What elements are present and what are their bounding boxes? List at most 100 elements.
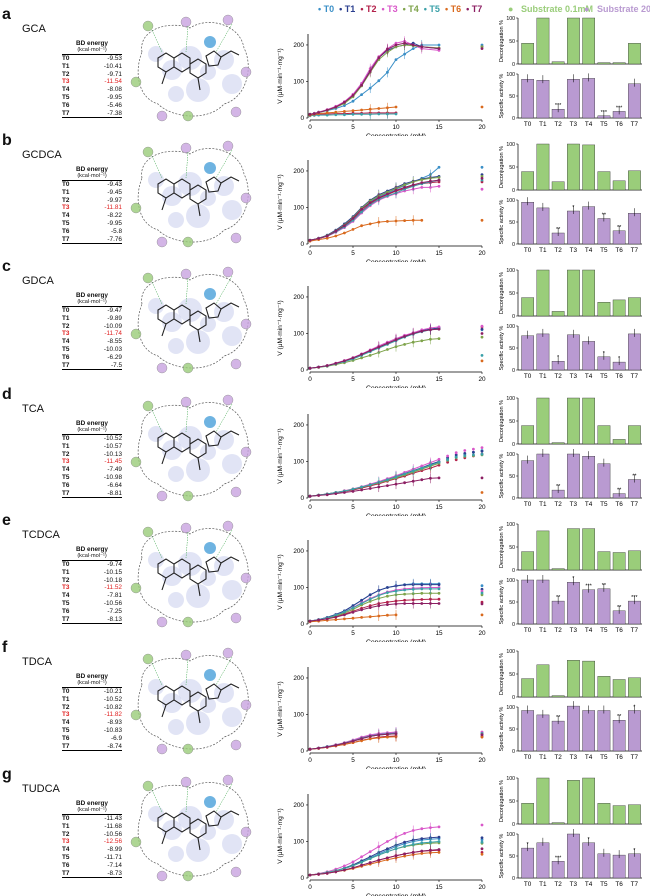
bd-row-value: -10.41 xyxy=(103,62,122,70)
hydrophobic-contact xyxy=(148,426,164,442)
x-tick-label: 20 xyxy=(478,504,486,511)
spec-bar-t6 xyxy=(612,854,626,879)
residue-bubble xyxy=(142,20,154,32)
x-tick-label: 10 xyxy=(392,504,400,511)
spec-y-axis-label: Specific activity % xyxy=(499,74,505,119)
data-point-t7 xyxy=(368,861,372,865)
x-tick-label: 20 xyxy=(478,757,486,764)
residue-bubble xyxy=(230,106,242,118)
data-point-t5 xyxy=(368,597,372,601)
spec-bar-t4 xyxy=(582,206,596,245)
legend-item-t1: • T1 xyxy=(339,4,356,14)
hydrophobic-contact xyxy=(200,824,216,840)
compound-name: TCA xyxy=(22,403,44,415)
data-point-t5 xyxy=(351,864,355,867)
hydrophobic-contact xyxy=(222,580,242,600)
y-tick-label: 100 xyxy=(293,838,304,845)
bd-row-value: -9.53 xyxy=(107,55,122,62)
series-line-t4 xyxy=(309,842,440,876)
bd-row-value: -11.74 xyxy=(104,330,122,338)
bd-row-value: -7.25 xyxy=(107,607,122,615)
bar-category-label: T4 xyxy=(585,373,593,380)
spec-bar-t0 xyxy=(521,79,535,119)
series-legend: • T0 • T1 • T2 • T3 • T4 • T5 • T6 • T7 xyxy=(318,4,487,14)
hbond-lines xyxy=(151,529,233,559)
data-point-t0 xyxy=(480,584,484,588)
data-point-t7 xyxy=(308,494,312,498)
hydrophobic-contact xyxy=(168,719,184,735)
bar-category-label: T6 xyxy=(615,501,623,508)
bd-row-label: T2 xyxy=(62,830,70,838)
data-point-t2 xyxy=(420,598,424,601)
bd-row-t3: T3 -11.81 xyxy=(62,204,122,212)
y-tick-label: 100 xyxy=(293,204,304,211)
bd-row-label: T5 xyxy=(62,473,70,481)
bd-row-value: -5.46 xyxy=(107,101,122,109)
bd-row-label: T1 xyxy=(62,62,70,70)
data-point-t5 xyxy=(403,844,406,848)
data-point-t7 xyxy=(386,484,389,487)
bd-table-rule xyxy=(62,243,122,245)
legend-substrate-high: ● Substrate 20mM xyxy=(584,4,650,14)
bd-row-label: T5 xyxy=(62,726,70,734)
y-axis-label: V (μM·min⁻¹·mg⁻¹) xyxy=(277,808,284,863)
decon-bar-t3 xyxy=(567,17,580,65)
bar-category-label: T0 xyxy=(524,754,532,761)
series-line-t2 xyxy=(309,181,440,241)
bd-row-t0: T0 -9.47 xyxy=(62,307,122,315)
spec-y-tick-label: 100 xyxy=(506,198,515,204)
bar-category-label: T2 xyxy=(554,881,562,888)
data-point-t7 xyxy=(317,494,320,497)
ligand-skeleton xyxy=(157,50,222,79)
data-point-t7 xyxy=(308,873,312,877)
spec-bar-t3 xyxy=(567,833,580,879)
data-point-t4 xyxy=(360,356,363,360)
data-point-t3 xyxy=(386,840,389,843)
residue-bubble xyxy=(156,362,168,374)
bd-row-t1: T1 -10.57 xyxy=(62,443,122,451)
hydrophobic-contact xyxy=(168,86,184,102)
spec-y-tick-label: 100 xyxy=(506,578,515,584)
data-point-t3 xyxy=(420,464,424,468)
decon-bar-t5 xyxy=(597,302,611,317)
bd-row-label: T1 xyxy=(62,314,70,322)
residue-bubble xyxy=(130,836,142,848)
series-line-t1 xyxy=(309,175,440,241)
data-point-t7 xyxy=(343,491,346,494)
spec-significance: ** xyxy=(617,225,622,231)
ligand-skeleton xyxy=(157,430,222,459)
y-tick-label: 200 xyxy=(293,675,304,682)
spec-bar-t0 xyxy=(521,460,535,499)
data-point-t1 xyxy=(403,840,406,844)
bd-row-value: -5.8 xyxy=(110,227,122,235)
bd-row-t6: T6 -7.25 xyxy=(62,608,122,616)
bd-row-t7: T7 -8.13 xyxy=(62,616,122,624)
decon-y-tick-label: 100 xyxy=(506,522,515,528)
spec-significance: * xyxy=(603,351,606,357)
bar-category-label: T0 xyxy=(524,501,532,508)
y-tick-label: 200 xyxy=(293,168,304,175)
data-point-t7 xyxy=(368,735,372,738)
x-tick-label: 10 xyxy=(392,376,400,383)
bd-row-value: -10.56 xyxy=(103,830,122,838)
bar-category-label: T3 xyxy=(570,881,578,888)
spec-bar-t7 xyxy=(628,853,641,879)
data-point-t7 xyxy=(368,487,372,490)
spec-significance: *** xyxy=(616,105,623,111)
data-point-t7 xyxy=(334,743,338,747)
x-tick-label: 0 xyxy=(308,630,312,637)
bd-row-label: T6 xyxy=(62,353,70,361)
x-tick-label: 5 xyxy=(351,757,355,764)
data-point-t2 xyxy=(437,597,441,601)
residue-bubble xyxy=(204,542,216,554)
bd-row-value: -11.43 xyxy=(104,815,122,822)
spec-significance: ** xyxy=(617,488,622,494)
data-point-t7 xyxy=(411,43,415,47)
ligand-interaction-diagram xyxy=(130,520,252,628)
data-point-t7 xyxy=(343,613,346,617)
bd-table-rule xyxy=(62,750,122,752)
data-point-t5 xyxy=(343,113,346,117)
data-point-t6 xyxy=(325,111,329,115)
data-point-t7 xyxy=(351,94,355,97)
hydrophobic-contact xyxy=(222,707,242,727)
